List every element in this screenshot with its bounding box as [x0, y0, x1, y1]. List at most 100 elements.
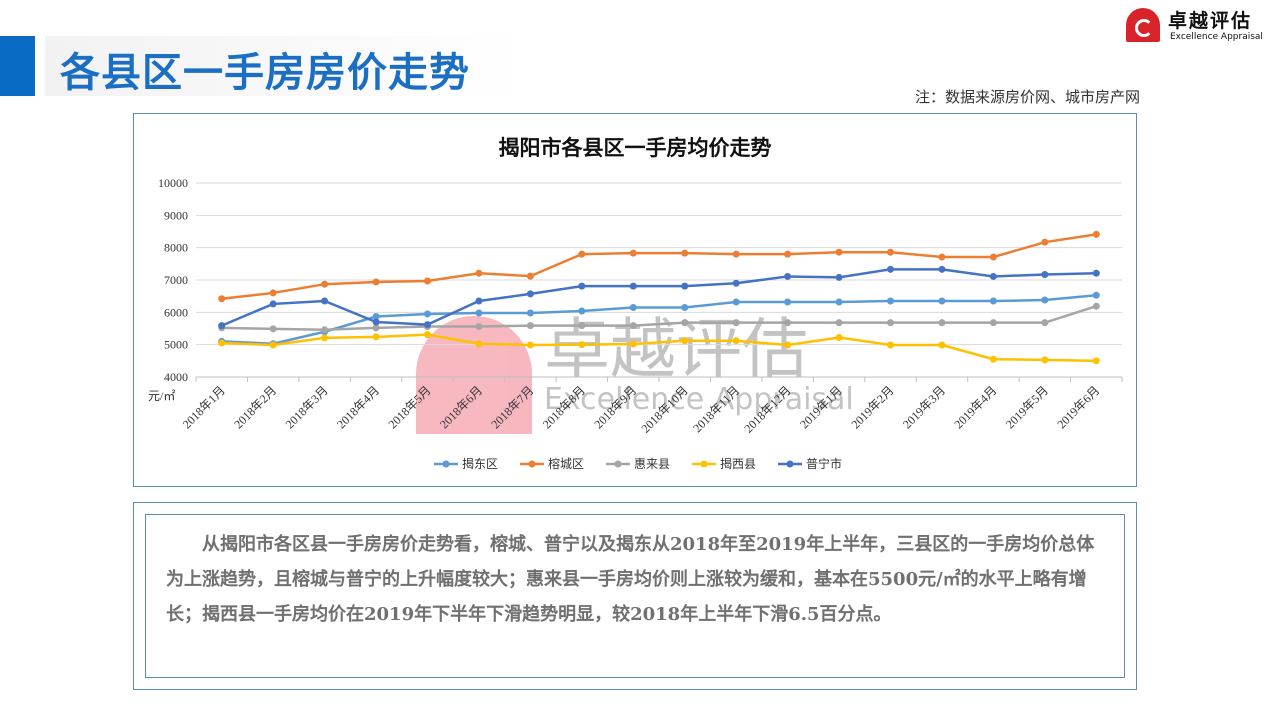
logo-text-en: Excellence Appraisal [1170, 32, 1263, 42]
logo-icon [1126, 8, 1160, 42]
data-point [732, 337, 740, 345]
legend-label: 普宁市 [806, 456, 842, 471]
data-point [784, 272, 792, 280]
data-point [887, 341, 894, 349]
data-point [372, 313, 380, 321]
data-point [629, 340, 637, 348]
x-tick-label: 2018年4月 [334, 383, 382, 431]
data-point [681, 337, 689, 345]
data-point [578, 282, 586, 290]
data-point [372, 278, 380, 286]
data-point [218, 339, 226, 347]
data-point [835, 298, 843, 306]
legend-label: 揭西县 [720, 456, 756, 471]
legend-marker [786, 460, 794, 468]
data-point [475, 323, 483, 331]
data-point [887, 248, 894, 256]
y-tick-label: 5000 [164, 338, 188, 352]
data-point [732, 319, 740, 327]
data-point [835, 273, 843, 281]
legend-label: 惠来县 [634, 457, 670, 471]
data-point [269, 300, 277, 308]
data-point [321, 334, 329, 342]
source-note: 注：数据来源房价网、城市房产网 [914, 88, 1140, 106]
chart-container: 揭阳市各县区一手房均价走势卓越评估 Excellence Appraisal 400… [133, 113, 1137, 487]
data-point [475, 269, 483, 277]
y-tick-label: 6000 [164, 305, 188, 319]
x-tick-label: 2018年3月 [283, 383, 331, 431]
data-point [526, 290, 534, 298]
data-point [835, 334, 843, 342]
summary-text: 从揭阳市各区县一手房房价走势看，榕城、普宁以及揭东从2018年至2019年上半年… [145, 514, 1125, 678]
data-point [784, 298, 792, 306]
series-揭西县 [218, 331, 1100, 365]
data-point [732, 279, 740, 287]
x-tick-label: 2019年2月 [849, 383, 897, 431]
data-point [681, 282, 689, 290]
data-point [321, 326, 329, 334]
data-point [526, 309, 534, 317]
data-point [475, 309, 483, 317]
data-point [887, 297, 894, 305]
data-point [218, 295, 226, 303]
logo: 卓越评估 Excellence Appraisal [1126, 6, 1276, 46]
data-point [424, 331, 431, 339]
data-point [578, 322, 586, 330]
data-point [629, 322, 637, 330]
data-point [1041, 238, 1049, 246]
y-tick-label: 10000 [158, 176, 188, 190]
data-point [989, 253, 997, 261]
data-point [732, 298, 740, 306]
data-point [218, 322, 226, 330]
data-point [732, 250, 740, 258]
data-point [372, 324, 380, 332]
watermark-text-en: Excellence Appraisal [544, 382, 854, 417]
data-point [629, 303, 637, 311]
data-point [887, 319, 894, 327]
data-point [784, 250, 792, 258]
y-axis-label: 元/㎡ [148, 389, 175, 403]
data-point [1092, 269, 1100, 277]
data-point [1092, 291, 1100, 299]
data-point [835, 248, 843, 256]
data-point [887, 265, 894, 273]
title-background [45, 36, 525, 96]
x-tick-label: 2019年3月 [900, 383, 948, 431]
y-tick-label: 7000 [164, 273, 188, 287]
data-point [629, 282, 637, 290]
series-line [221, 333, 1097, 363]
data-point [989, 272, 997, 280]
data-point [989, 297, 997, 305]
legend-item: 普宁市 [778, 456, 842, 471]
data-point [938, 341, 946, 349]
data-point [372, 318, 380, 326]
data-point [681, 319, 689, 327]
data-point [321, 297, 329, 305]
data-point [681, 249, 689, 257]
title-accent-bar [0, 36, 35, 96]
chart-title: 揭阳市各县区一手房均价走势 [499, 136, 772, 160]
data-point [938, 319, 946, 327]
series-line [221, 268, 1097, 327]
x-tick-label: 2018年2月 [231, 383, 279, 431]
data-point [475, 340, 483, 348]
x-tick-label: 2019年4月 [951, 383, 999, 431]
legend-label: 揭东区 [462, 456, 498, 471]
data-point [989, 355, 997, 363]
data-point [578, 250, 586, 258]
y-tick-label: 4000 [164, 370, 188, 384]
data-point [526, 322, 534, 330]
legend-item: 揭西县 [692, 456, 756, 471]
data-point [269, 325, 277, 333]
x-tick-label: 2019年6月 [1054, 383, 1102, 431]
data-point [321, 280, 329, 288]
data-point [578, 341, 586, 349]
y-tick-label: 9000 [164, 208, 188, 222]
data-point [938, 265, 946, 273]
legend-marker [614, 460, 622, 468]
legend-marker [700, 460, 708, 468]
data-point [475, 297, 483, 305]
data-point [938, 253, 946, 261]
legend-label: 榕城区 [548, 456, 584, 471]
